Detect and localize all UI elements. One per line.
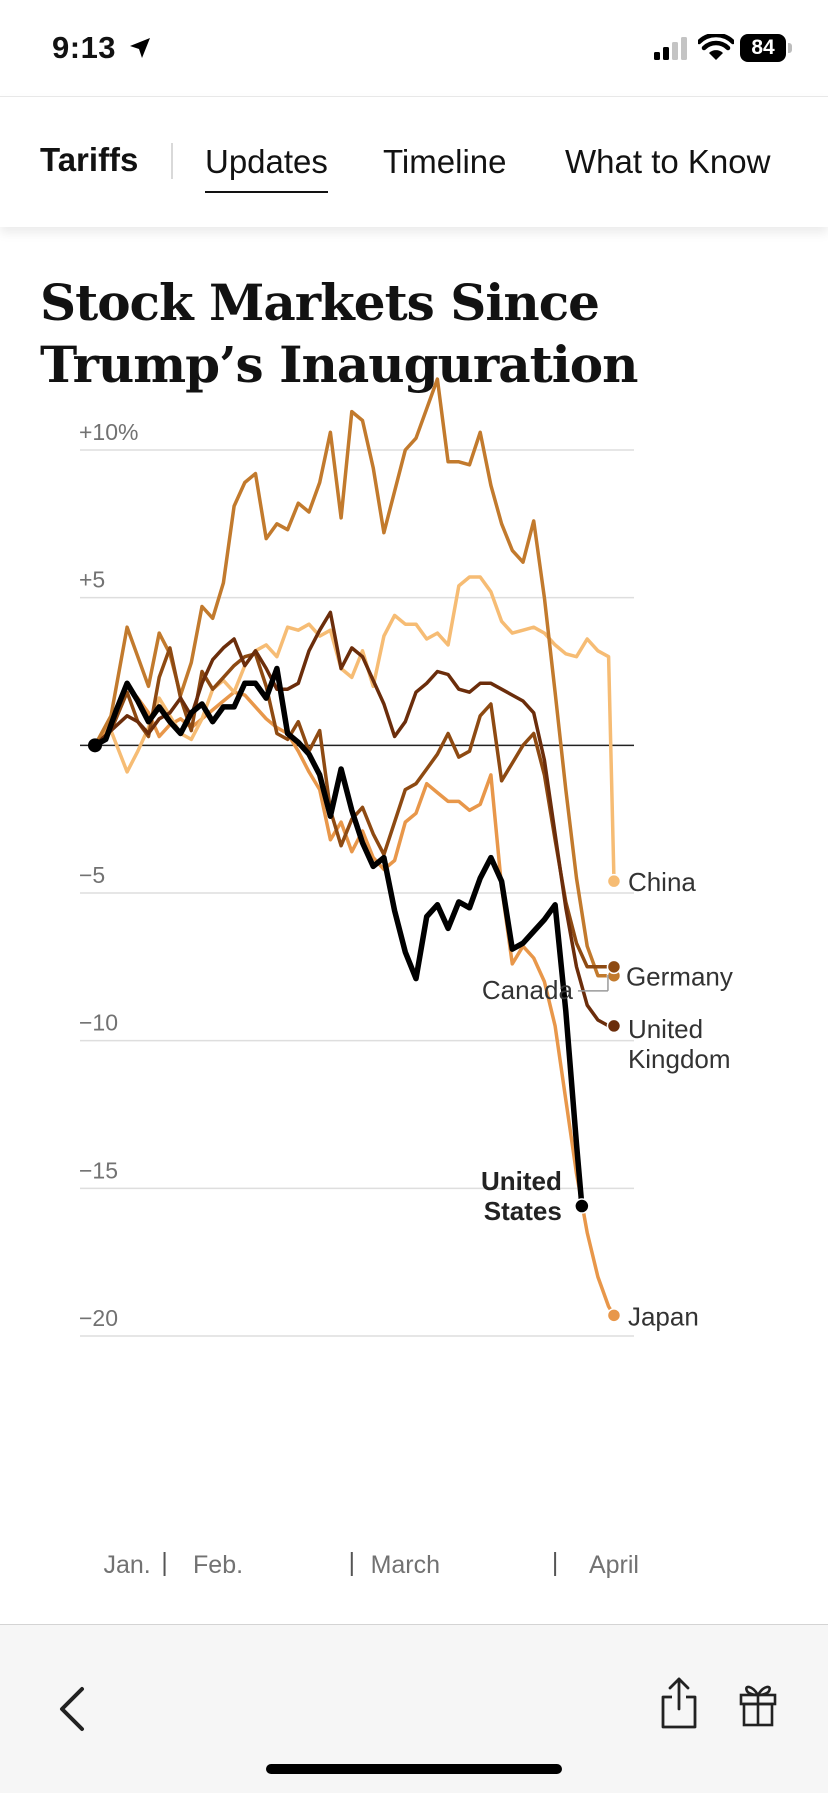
endpoint-china [606,873,622,889]
y-tick-label: +10% [79,419,138,445]
x-axis-ticks: Jan. Feb. March April [103,1551,638,1579]
label-united-states-line2: States [484,1196,562,1226]
y-tick-label: −10 [79,1010,118,1036]
wifi-icon [698,34,734,60]
y-tick-label: −20 [79,1305,118,1331]
battery-tip [788,43,792,53]
label-united-kingdom-line2: Kingdom [628,1044,731,1074]
share-icon[interactable] [660,1677,698,1729]
series-lines [92,377,616,1318]
stock-markets-chart: +10% +5 −5 −10 −15 −20 China Germany Canada U… [79,377,733,1579]
tab-what-to-know[interactable]: What to Know [565,143,771,180]
chart-headline: Stock Markets Since Trump’s Inauguration [40,273,638,394]
gridlines [80,449,634,1337]
status-time: 9:13 [52,30,117,65]
y-tick-label: −5 [79,862,105,888]
series-line-canada [93,646,616,969]
endpoint-canada [606,959,622,975]
endpoint-united-states [574,1198,590,1214]
section-nav: Tariffs Updates Timeline What to Know [0,96,828,227]
battery-indicator: 84 [740,34,792,62]
home-indicator [266,1764,562,1774]
y-axis-ticks: +10% +5 −5 −10 −15 −20 [79,419,138,1331]
series-line-china [93,575,616,883]
back-chevron-icon[interactable] [54,1685,90,1733]
nav-divider [171,143,173,179]
start-point [88,738,102,753]
battery-level: 84 [740,34,786,62]
x-tick-label: Feb. [193,1551,243,1579]
series-line-united-states [92,665,585,1209]
label-canada: Canada [482,975,574,1005]
endpoint-japan [606,1308,622,1323]
cellular-signal-icon [654,37,687,60]
x-tick-label: March [371,1551,440,1579]
tab-timeline[interactable]: Timeline [383,143,507,180]
label-germany: Germany [626,962,733,992]
label-japan: Japan [628,1301,699,1331]
label-united-kingdom-line1: United [628,1014,703,1044]
tab-updates[interactable]: Updates [205,143,328,193]
label-china: China [628,867,696,897]
label-united-states-line1: United [481,1166,562,1196]
x-tick-label: April [589,1551,639,1579]
section-title[interactable]: Tariffs [40,141,139,178]
y-tick-label: −15 [79,1157,118,1183]
location-arrow-icon [130,38,150,58]
endpoint-united-kingdom [606,1018,622,1034]
status-bar: 9:13 84 [0,0,828,96]
y-tick-label: +5 [79,567,105,593]
series-line-germany [93,377,616,978]
series-endpoints [88,738,622,1323]
gift-icon[interactable] [738,1681,778,1727]
x-tick-label: Jan. [103,1551,150,1579]
